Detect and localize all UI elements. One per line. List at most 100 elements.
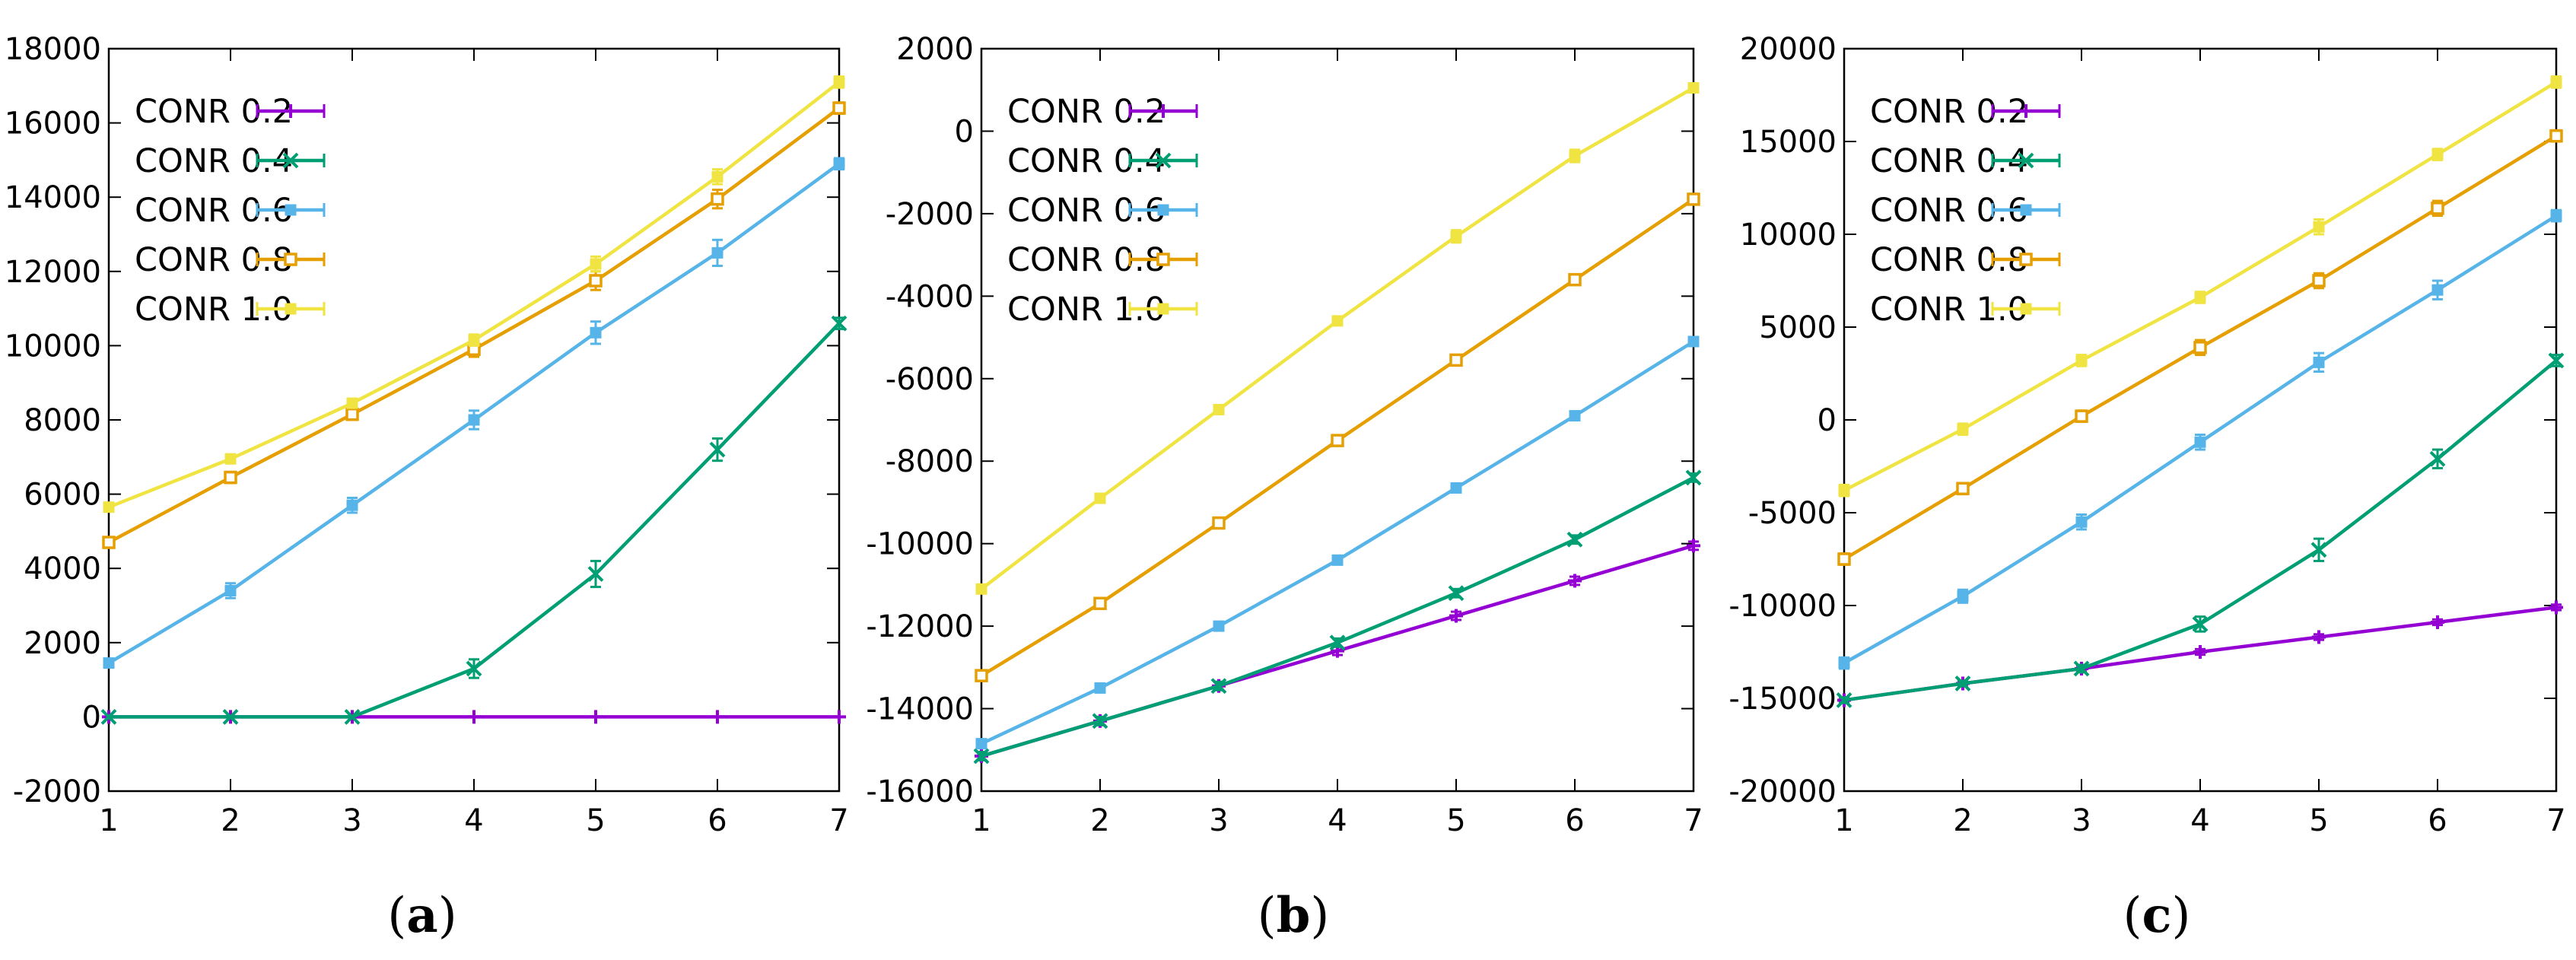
series-conr-0-6 xyxy=(103,157,845,669)
legend-item-conr-0-2: CONR 0.2 xyxy=(1007,93,1198,131)
x-tick-label: 3 xyxy=(1209,803,1228,838)
data-point xyxy=(1449,609,1463,623)
data-point xyxy=(103,501,115,513)
y-tick-label: 0 xyxy=(82,700,101,735)
x-tick-label: 5 xyxy=(2309,803,2328,838)
y-tick-label: 14000 xyxy=(5,180,101,215)
series-conr-0-4 xyxy=(1836,352,2565,708)
data-point xyxy=(1687,539,1700,553)
series-conr-0-6 xyxy=(1838,208,2562,670)
series-conr-1-0 xyxy=(975,82,1700,595)
x-tick-label: 5 xyxy=(586,803,605,838)
data-point xyxy=(1210,678,1227,695)
x-tick-label: 6 xyxy=(1565,803,1584,838)
x-tick-label: 2 xyxy=(1090,803,1109,838)
y-tick-label: 12000 xyxy=(5,255,101,290)
data-point xyxy=(1094,492,1106,504)
x-tick-label: 7 xyxy=(829,803,848,838)
chart-panel-a: -2000 0 2000 4000 6000 8000 10000 12000 14000 160… xyxy=(5,32,849,838)
data-point xyxy=(709,441,726,458)
x-tick-label: 6 xyxy=(2428,803,2447,838)
data-point xyxy=(1450,482,1462,494)
y-tick-label: 10000 xyxy=(5,329,101,364)
data-point xyxy=(103,657,115,669)
x-tick-label: 1 xyxy=(972,803,991,838)
data-point xyxy=(1836,692,1852,708)
legend: CONR 0.2 CONR 0.4 CONR 0.6 CONR 0.8 CONR 1.0 xyxy=(1870,93,2061,329)
y-tick-label: 2000 xyxy=(896,32,974,67)
series-conr-0-4 xyxy=(973,469,1702,765)
y-tick-label: -6000 xyxy=(886,362,974,397)
panel-caption-b: (b) xyxy=(1258,887,1330,944)
legend-marker xyxy=(2020,204,2032,216)
x-tick-label: 4 xyxy=(464,803,483,838)
y-tick-label: -14000 xyxy=(866,692,974,727)
data-point xyxy=(222,708,239,725)
panel-caption-a: (a) xyxy=(387,887,456,944)
x-tick-label: 2 xyxy=(1953,803,1972,838)
data-point xyxy=(224,453,237,465)
series-conr-0-6 xyxy=(975,335,1700,750)
data-point xyxy=(1957,423,1969,435)
data-point xyxy=(1213,620,1225,632)
data-point xyxy=(224,470,237,485)
data-point xyxy=(1329,634,1346,651)
data-point xyxy=(2312,274,2326,288)
series-conr-0-8 xyxy=(975,192,1700,682)
data-point xyxy=(975,669,988,682)
y-tick-label: -15000 xyxy=(1728,682,1837,717)
data-point xyxy=(2313,221,2325,233)
legend: CONR 0.2 CONR 0.4 CONR 0.6 CONR 0.8 CONR 1.0 xyxy=(1007,93,1198,329)
data-point xyxy=(2312,630,2326,644)
y-tick-label: 6000 xyxy=(24,478,101,513)
data-point xyxy=(2550,210,2562,222)
data-point xyxy=(1331,554,1344,566)
x-tick-label: 6 xyxy=(708,803,727,838)
data-point xyxy=(100,708,117,725)
legend-marker xyxy=(1156,253,1170,266)
data-point xyxy=(1212,516,1226,530)
data-point xyxy=(1092,713,1108,730)
legend-item-conr-0-4: CONR 0.4 xyxy=(1870,142,2061,180)
data-point xyxy=(2073,660,2090,677)
legend-marker xyxy=(284,104,297,118)
data-point xyxy=(832,710,846,724)
series-conr-0-2 xyxy=(975,539,1700,763)
legend-item-conr-0-8: CONR 0.8 xyxy=(1007,241,1198,279)
legend-item-conr-0-6: CONR 0.6 xyxy=(1870,192,2061,230)
data-point xyxy=(1213,403,1225,415)
legend-marker xyxy=(2019,104,2033,118)
series-conr-1-0 xyxy=(103,75,845,513)
data-point xyxy=(1449,353,1463,367)
panel-caption-c: (c) xyxy=(2123,887,2191,944)
data-point xyxy=(467,710,481,724)
data-point xyxy=(2549,600,2563,615)
legend-marker xyxy=(1157,204,1169,216)
y-tick-label: -5000 xyxy=(1748,496,1837,531)
legend-item-conr-0-8: CONR 0.8 xyxy=(135,241,326,279)
series-conr-1-0 xyxy=(1838,75,2562,497)
data-point xyxy=(2075,516,2088,528)
y-tick-label: -10000 xyxy=(1728,589,1837,624)
legend-marker xyxy=(282,152,299,169)
data-point xyxy=(1094,682,1106,694)
data-point xyxy=(346,397,358,409)
data-point xyxy=(1566,531,1583,548)
data-point xyxy=(2431,284,2444,296)
y-tick-label: 18000 xyxy=(5,32,101,67)
data-point xyxy=(2431,202,2444,215)
data-point xyxy=(1331,434,1344,447)
data-point xyxy=(466,660,482,677)
data-point xyxy=(345,407,359,421)
data-point xyxy=(975,583,987,595)
series-line-conr-0-6 xyxy=(981,340,1695,745)
x-tick-label: 1 xyxy=(99,803,118,838)
series-line-conr-0-4 xyxy=(109,322,841,719)
data-point xyxy=(468,334,480,346)
legend-marker xyxy=(1155,152,1172,169)
x-tick-label: 1 xyxy=(1834,803,1853,838)
data-point xyxy=(2193,341,2207,354)
y-tick-label: -2000 xyxy=(13,774,101,809)
data-point xyxy=(831,315,848,332)
